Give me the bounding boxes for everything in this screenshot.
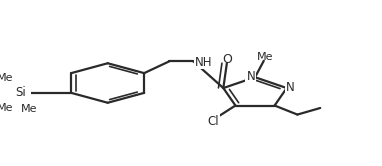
Text: Me: Me bbox=[0, 103, 13, 113]
Text: Me: Me bbox=[21, 104, 37, 114]
Text: Si: Si bbox=[15, 86, 26, 99]
Text: N: N bbox=[246, 70, 255, 83]
Text: Me: Me bbox=[0, 73, 13, 83]
Text: O: O bbox=[222, 53, 232, 66]
Text: Me: Me bbox=[257, 52, 274, 62]
Text: NH: NH bbox=[195, 56, 212, 69]
Text: Cl: Cl bbox=[207, 115, 219, 128]
Text: N: N bbox=[286, 81, 295, 94]
